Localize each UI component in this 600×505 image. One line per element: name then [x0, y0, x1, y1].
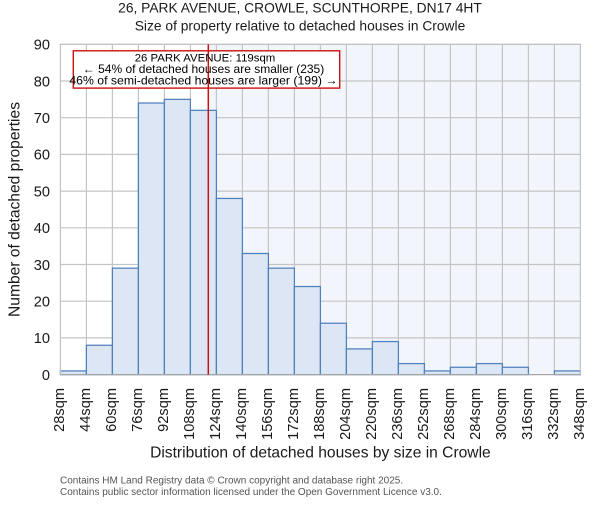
svg-text:92sqm: 92sqm: [156, 388, 172, 432]
svg-text:40: 40: [34, 221, 50, 237]
svg-text:26, PARK AVENUE, CROWLE, SCUNT: 26, PARK AVENUE, CROWLE, SCUNTHORPE, DN1…: [118, 1, 482, 16]
svg-text:28sqm: 28sqm: [52, 388, 68, 432]
svg-text:Number of detached properties: Number of detached properties: [7, 102, 24, 317]
svg-text:236sqm: 236sqm: [390, 388, 406, 440]
svg-text:124sqm: 124sqm: [208, 388, 224, 440]
svg-text:Size of property relative to d: Size of property relative to detached ho…: [135, 19, 466, 34]
svg-text:76sqm: 76sqm: [130, 388, 146, 432]
svg-text:268sqm: 268sqm: [442, 388, 458, 440]
svg-text:60: 60: [34, 148, 50, 164]
svg-text:70: 70: [34, 111, 50, 127]
svg-text:20: 20: [34, 295, 50, 311]
svg-text:90: 90: [34, 38, 50, 54]
svg-text:Contains HM Land Registry data: Contains HM Land Registry data © Crown c…: [60, 476, 403, 487]
svg-text:316sqm: 316sqm: [520, 388, 536, 440]
svg-text:← 54% of detached houses are s: ← 54% of detached houses are smaller (23…: [83, 62, 324, 76]
svg-text:156sqm: 156sqm: [260, 388, 276, 440]
svg-text:108sqm: 108sqm: [182, 388, 198, 440]
svg-text:Distribution of detached house: Distribution of detached houses by size …: [150, 445, 491, 462]
svg-text:60sqm: 60sqm: [104, 388, 120, 432]
svg-text:80: 80: [34, 74, 50, 90]
svg-text:172sqm: 172sqm: [286, 388, 302, 440]
svg-text:220sqm: 220sqm: [364, 388, 380, 440]
svg-text:140sqm: 140sqm: [234, 388, 250, 440]
svg-text:0: 0: [42, 368, 50, 384]
svg-text:50: 50: [34, 184, 50, 200]
svg-text:204sqm: 204sqm: [338, 388, 354, 440]
svg-text:252sqm: 252sqm: [416, 388, 432, 440]
svg-text:26 PARK AVENUE: 119sqm: 26 PARK AVENUE: 119sqm: [135, 52, 276, 64]
svg-text:46% of semi-detached houses ar: 46% of semi-detached houses are larger (…: [69, 74, 337, 88]
svg-text:284sqm: 284sqm: [468, 388, 484, 440]
svg-text:300sqm: 300sqm: [494, 388, 510, 440]
svg-text:348sqm: 348sqm: [572, 388, 588, 440]
svg-text:188sqm: 188sqm: [312, 388, 328, 440]
svg-text:30: 30: [34, 258, 50, 274]
svg-text:44sqm: 44sqm: [78, 388, 94, 432]
svg-text:10: 10: [34, 331, 50, 347]
svg-text:Contains public sector informa: Contains public sector information licen…: [60, 487, 442, 498]
svg-text:332sqm: 332sqm: [546, 388, 562, 440]
